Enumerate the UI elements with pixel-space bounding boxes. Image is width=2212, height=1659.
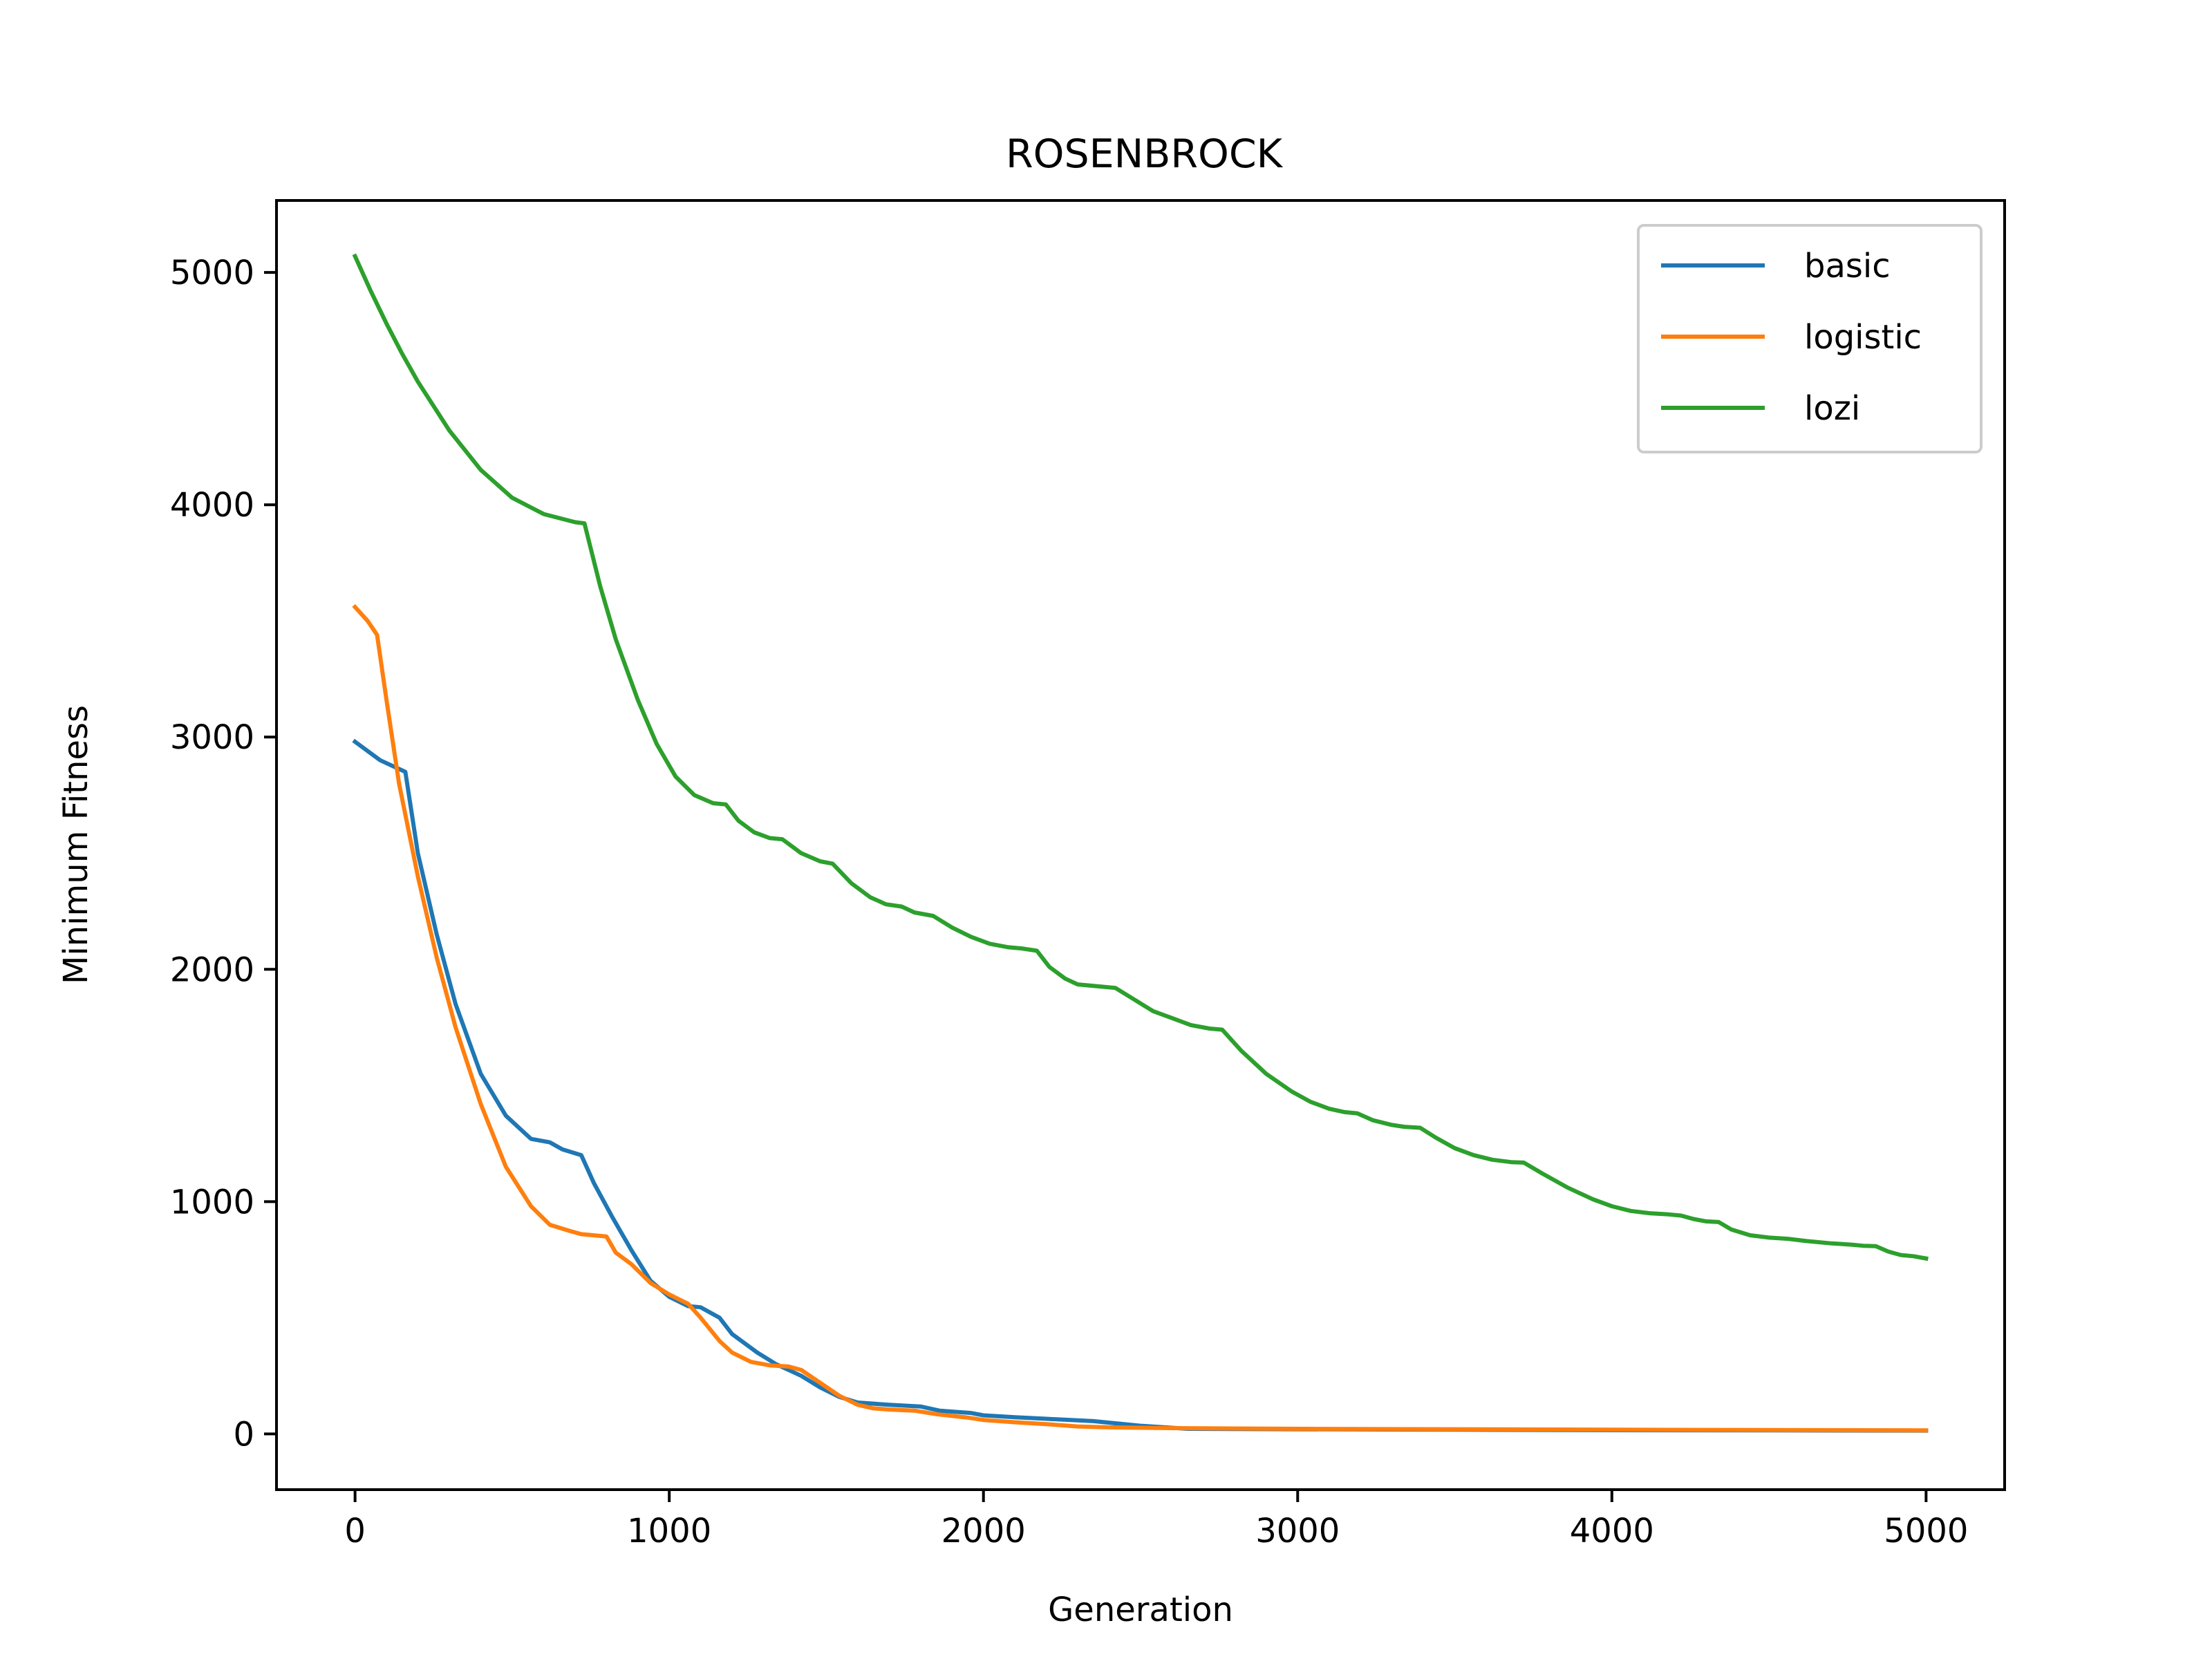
y-tick-label: 5000: [170, 254, 254, 292]
x-tick-label: 0: [344, 1512, 366, 1550]
series-line-logistic: [352, 603, 1929, 1433]
y-tick-label: 0: [233, 1415, 254, 1454]
chart-title: ROSENBROCK: [1006, 131, 1284, 177]
x-tick-label: 2000: [941, 1512, 1026, 1550]
series-layer: [352, 253, 1929, 1433]
legend-label-logistic: logistic: [1804, 318, 1922, 357]
x-tick-label: 3000: [1255, 1512, 1340, 1550]
x-axis: 0 1000 2000 3000 4000 5000: [344, 1490, 1968, 1550]
legend-box: [1637, 224, 1983, 453]
legend-label-lozi: lozi: [1804, 389, 1860, 428]
x-tick-label: 4000: [1570, 1512, 1654, 1550]
y-tick-label: 3000: [170, 718, 254, 757]
y-tick-label: 1000: [170, 1183, 254, 1221]
x-tick-label: 1000: [627, 1512, 711, 1550]
plot-frame: [275, 199, 2006, 1491]
legend-entries: basic logistic lozi: [1661, 247, 1922, 428]
legend: basic logistic lozi: [1637, 224, 1983, 453]
x-axis-label: Generation: [1048, 1591, 1233, 1629]
y-tick-label: 4000: [170, 486, 254, 525]
y-axis: 0 1000 2000 3000 4000 5000: [170, 254, 276, 1454]
y-axis-label: Minimum Fitness: [57, 705, 95, 984]
series-line-basic: [352, 738, 1929, 1433]
series-line-lozi: [352, 253, 1929, 1262]
x-tick-label: 5000: [1884, 1512, 1968, 1550]
legend-label-basic: basic: [1804, 247, 1891, 285]
y-tick-label: 2000: [170, 950, 254, 989]
